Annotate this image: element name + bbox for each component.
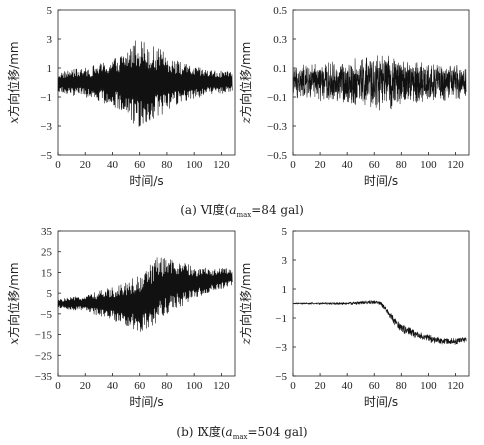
y-tick-label: −3: [275, 342, 287, 354]
x-tick-label: 0: [55, 380, 61, 392]
x-tick-label: 60: [134, 380, 146, 392]
y-axis-label: z方向位移/mm: [238, 263, 253, 346]
x-tick-label: 120: [213, 380, 230, 392]
y-tick-label: −5: [40, 150, 52, 162]
y-tick-label: 15: [41, 267, 53, 279]
x-tick-label: 80: [161, 159, 173, 171]
x-tick-label: 100: [420, 159, 437, 171]
y-tick-label: 5: [47, 288, 53, 300]
x-tick-label: 0: [55, 159, 61, 171]
y-tick-label: 3: [47, 34, 53, 46]
x-tick-label: 20: [315, 380, 327, 392]
x-tick-label: 120: [213, 159, 230, 171]
y-tick-label: 0.5: [273, 5, 287, 17]
x-tick-label: 120: [447, 159, 464, 171]
series-line: [292, 300, 467, 345]
chart-panel-3: 0 20 40 60 80 100 120 35 25 15 5 −5 −15 −25 −35 时间/s x方向…: [6, 226, 236, 409]
y-tick-label: 1: [47, 63, 53, 75]
y-tick-label: −0.1: [267, 92, 287, 104]
y-axis-label: z方向位移/mm: [238, 42, 253, 125]
x-tick-label: 100: [186, 380, 203, 392]
y-tick-label: −1: [40, 92, 52, 104]
caption-a: (a) Ⅵ度(amax=84 gal): [180, 202, 304, 219]
x-tick-label: 20: [315, 159, 327, 171]
x-tick-label: 80: [161, 380, 173, 392]
x-tick-label: 100: [420, 380, 437, 392]
y-tick-label: −1: [275, 313, 287, 325]
x-tick-label: 80: [396, 159, 408, 171]
x-axis-label: 时间/s: [129, 395, 163, 409]
y-tick-label: 5: [47, 5, 53, 17]
x-tick-label: 40: [107, 380, 119, 392]
chart-panel-2: 0 20 40 60 80 100 120 −0.5 −0.3 −0.1 0.1 0.3 0.5 时间/s…: [238, 5, 470, 188]
x-tick-label: 60: [134, 159, 146, 171]
y-tick-label: 0.3: [273, 34, 287, 46]
series-line: [57, 257, 233, 332]
y-tick-label: −0.3: [267, 121, 287, 133]
y-tick-label: −15: [35, 330, 53, 342]
x-tick-label: 0: [290, 159, 296, 171]
x-tick-label: 80: [396, 380, 408, 392]
series-line: [292, 55, 467, 111]
caption-b: (b) Ⅸ度(amax=504 gal): [176, 424, 307, 441]
y-tick-label: −25: [35, 350, 53, 362]
series-line: [57, 40, 233, 127]
y-tick-label: 1: [282, 284, 288, 296]
x-axis-label: 时间/s: [364, 395, 398, 409]
x-tick-label: 60: [369, 159, 381, 171]
x-axis-label: 时间/s: [364, 174, 398, 188]
y-tick-label: −5: [40, 309, 52, 321]
x-tick-label: 100: [186, 159, 203, 171]
x-axis-label: 时间/s: [129, 174, 163, 188]
y-tick-label: 0.1: [273, 63, 287, 75]
y-tick-label: −3: [40, 121, 52, 133]
y-tick-label: 5: [282, 226, 288, 238]
x-tick-label: 0: [290, 380, 296, 392]
y-axis-label: x方向位移/mm: [6, 262, 21, 344]
x-tick-label: 40: [107, 159, 119, 171]
chart-panel-1: 0 20 40 60 80 100 120 −5 −3 −1 1 3 5 时间/s x方向位移/mm: [6, 5, 236, 188]
x-tick-label: 40: [342, 380, 354, 392]
x-tick-label: 20: [80, 159, 92, 171]
y-tick-label: 3: [282, 255, 288, 267]
x-tick-label: 40: [342, 159, 354, 171]
x-tick-label: 60: [369, 380, 381, 392]
x-tick-label: 20: [80, 380, 92, 392]
y-tick-label: −0.5: [267, 150, 287, 162]
x-tick-label: 120: [447, 380, 464, 392]
y-tick-label: −35: [35, 371, 53, 383]
y-tick-label: 35: [41, 226, 53, 238]
plot-frame: [292, 230, 470, 377]
y-tick-label: −5: [275, 371, 287, 383]
chart-panel-4: 0 20 40 60 80 100 120 5 3 1 −1 −3 −5 时间/s z方向位移/mm: [238, 226, 470, 409]
y-axis-label: x方向位移/mm: [6, 41, 21, 123]
y-tick-label: 25: [41, 247, 53, 259]
